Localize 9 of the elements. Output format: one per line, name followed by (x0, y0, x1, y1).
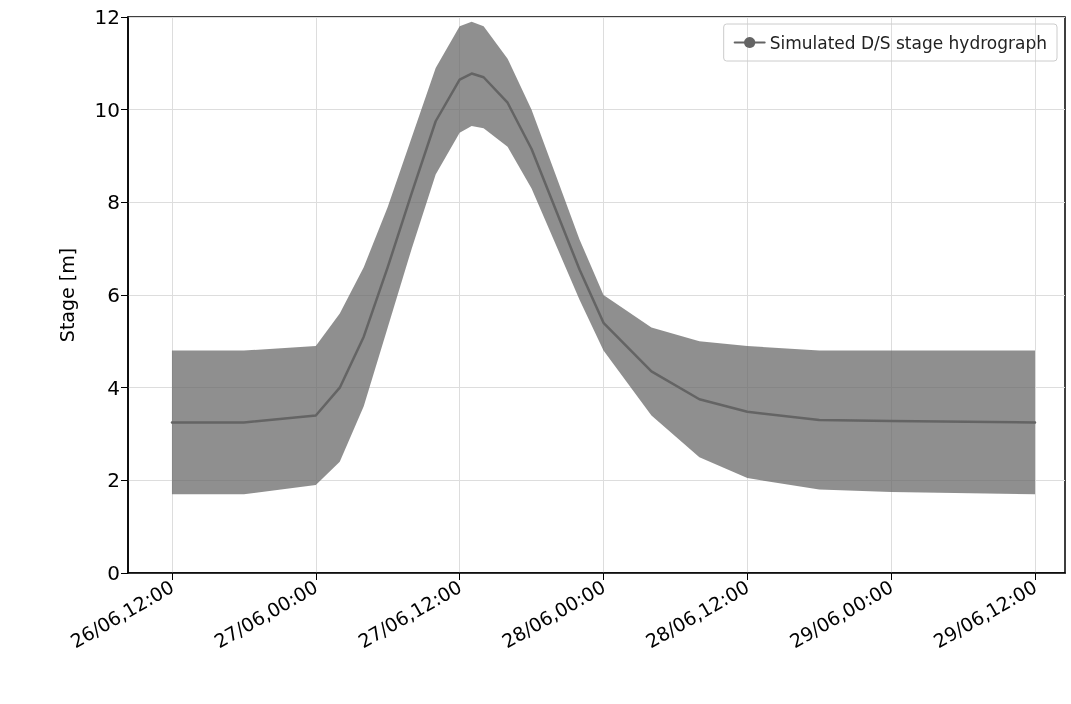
y-tick-label: 0 (107, 561, 120, 585)
y-tick-label: 6 (107, 283, 120, 307)
y-tick-label: 8 (107, 190, 120, 215)
y-tick-label: 12 (94, 5, 120, 29)
y-tick-label: 10 (94, 97, 120, 122)
y-axis-title: Stage [m] (55, 247, 78, 343)
y-tick-label: 2 (107, 468, 120, 493)
legend-label: Simulated D/S stage hydrograph (769, 32, 1048, 53)
y-tick-label: 4 (107, 375, 120, 400)
